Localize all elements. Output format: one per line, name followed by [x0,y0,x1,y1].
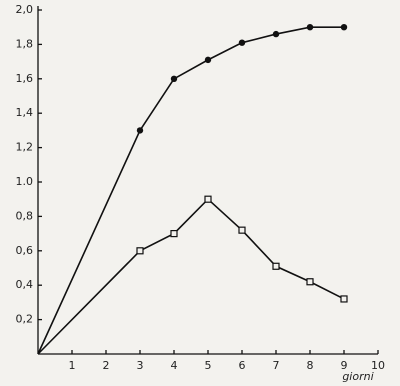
y-tick-label: 1,2 [16,141,34,154]
y-tick-label: 0,2 [16,313,34,326]
y-tick-label: 1,8 [16,37,34,50]
x-tick-label: 2 [103,359,110,372]
marker [306,278,314,286]
x-tick-label: 3 [137,359,144,372]
x-tick-label: 4 [171,359,178,372]
x-tick-label: 8 [307,359,314,372]
x-tick-label: 9 [341,359,348,372]
x-tick-label: 1 [69,359,76,372]
marker [238,39,246,46]
marker [170,230,178,238]
marker [136,127,144,134]
x-tick-label: 5 [205,359,212,372]
series-line [37,26,344,355]
y-tick-label: 0,8 [16,209,34,222]
series-line [37,198,345,355]
x-tick-label: 10 [371,359,385,372]
x-axis-label: giorni [342,370,373,383]
y-tick-label: 1,6 [16,72,34,85]
y-tick-label: 1.0 [16,175,34,188]
marker [272,262,280,270]
marker [340,295,348,303]
marker [272,30,280,38]
marker [238,226,246,234]
y-tick-label: 1,4 [16,106,34,119]
y-tick-label: 2,0 [16,3,34,16]
marker [204,195,212,203]
marker [136,247,144,255]
marker [170,75,178,83]
x-tick-label: 7 [273,359,280,372]
marker [306,24,314,31]
x-tick-label: 6 [239,359,246,372]
y-tick-label: 0,4 [16,278,34,291]
marker [340,24,348,31]
y-tick-label: 0,6 [16,244,34,257]
marker [204,56,212,64]
